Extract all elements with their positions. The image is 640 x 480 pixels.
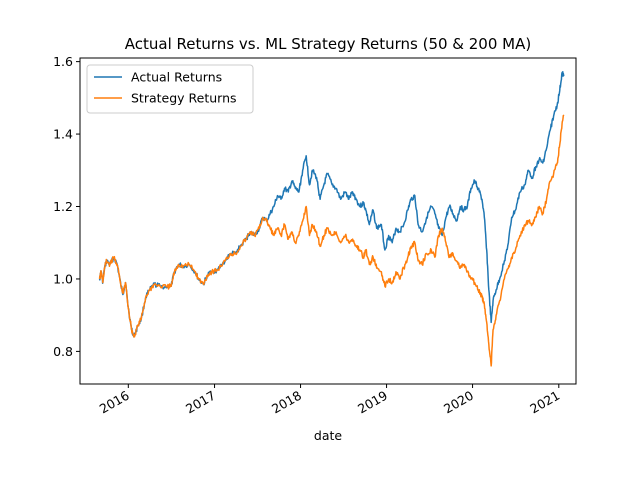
y-tick-label: 0.8	[53, 344, 73, 359]
series-layer	[98, 71, 565, 367]
legend: Actual Returns Strategy Returns	[86, 64, 254, 114]
legend-entry-1: Actual Returns	[131, 70, 222, 85]
legend-box	[86, 64, 254, 114]
y-tick-label: 1.4	[53, 127, 73, 142]
y-tick-label: 1.6	[53, 54, 73, 69]
legend-entry-2: Strategy Returns	[131, 91, 237, 106]
plot-area-frame	[79, 57, 577, 385]
y-tick-label: 1.2	[53, 199, 73, 214]
y-tick-label: 1.0	[53, 271, 73, 286]
x-axis-label: date	[314, 428, 342, 443]
chart-title: Actual Returns vs. ML Strategy Returns (…	[125, 35, 531, 53]
y-axis: 0.8 1.0 1.2 1.4 1.6	[53, 54, 80, 359]
series-line-2	[98, 114, 565, 367]
